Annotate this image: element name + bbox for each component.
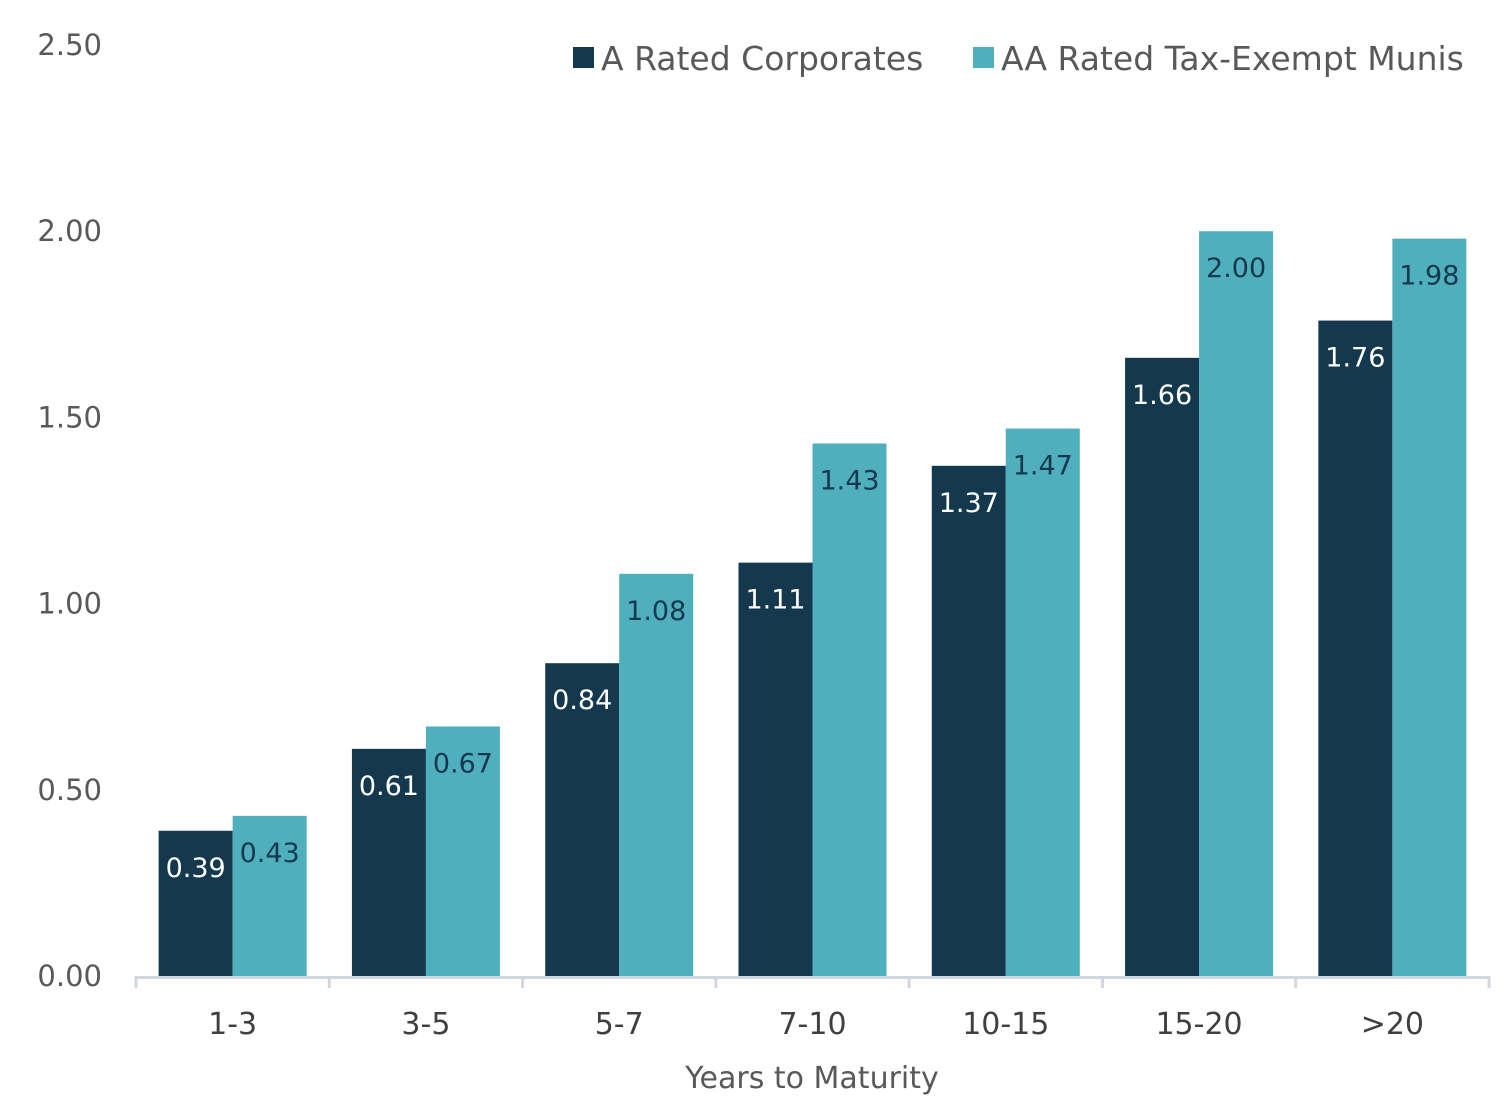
x-axis-title: Years to Maturity bbox=[684, 1061, 939, 1096]
y-tick-label: 2.50 bbox=[37, 28, 102, 62]
data-label: 1.76 bbox=[1325, 343, 1385, 374]
x-tick-label: 10-15 bbox=[962, 1007, 1049, 1042]
y-tick-label: 1.50 bbox=[37, 400, 102, 434]
y-tick-label: 0.00 bbox=[37, 959, 102, 993]
bar-aa-rated-munis bbox=[619, 573, 694, 976]
bar-aa-rated-munis bbox=[812, 443, 887, 976]
data-labels: 0.39 0.43 0.61 0.67 0.84 1.08 1.11 1.43 1.37 1.47… bbox=[166, 253, 1460, 884]
x-tick-label: 15-20 bbox=[1155, 1007, 1242, 1042]
data-label: 0.67 bbox=[433, 748, 493, 779]
bar-aa-rated-munis bbox=[1199, 231, 1274, 976]
data-label: 1.43 bbox=[819, 465, 879, 496]
bar-aa-rated-munis bbox=[425, 726, 500, 976]
legend: A Rated Corporates AA Rated Tax-Exempt M… bbox=[573, 39, 1464, 78]
x-tick-label: 3-5 bbox=[401, 1007, 450, 1042]
legend-label-a-rated-corporates: A Rated Corporates bbox=[601, 39, 923, 78]
data-label: 1.98 bbox=[1399, 261, 1459, 292]
y-tick-label: 2.00 bbox=[37, 214, 102, 248]
data-label: 0.39 bbox=[166, 853, 226, 884]
legend-label-aa-rated-munis: AA Rated Tax-Exempt Munis bbox=[1001, 39, 1464, 78]
legend-swatch-aa-rated-munis bbox=[973, 47, 994, 68]
bar-aa-rated-munis bbox=[232, 815, 307, 976]
bar-a-rated-corporates bbox=[931, 465, 1006, 976]
bar-a-rated-corporates bbox=[1125, 357, 1200, 976]
x-axis: 1-3 3-5 5-7 7-10 10-15 15-20 >20 bbox=[134, 976, 1491, 1042]
bar-aa-rated-munis bbox=[1392, 238, 1467, 976]
y-axis: 0.00 0.50 1.00 1.50 2.00 2.50 bbox=[37, 28, 102, 993]
y-tick-label: 1.00 bbox=[37, 587, 102, 621]
data-label: 1.37 bbox=[939, 488, 999, 519]
data-label: 0.84 bbox=[552, 685, 612, 716]
data-label: 0.61 bbox=[359, 771, 419, 802]
y-tick-label: 0.50 bbox=[37, 773, 102, 807]
data-label: 1.66 bbox=[1132, 380, 1192, 411]
data-label: 1.11 bbox=[745, 585, 805, 616]
x-tick-label: 5-7 bbox=[595, 1007, 644, 1042]
data-label: 1.08 bbox=[626, 596, 686, 627]
x-tick-label: >20 bbox=[1361, 1007, 1424, 1042]
bar-a-rated-corporates bbox=[158, 830, 233, 976]
bar-a-rated-corporates bbox=[545, 663, 620, 976]
bars bbox=[158, 231, 1467, 976]
x-tick-label: 7-10 bbox=[778, 1007, 846, 1042]
bar-aa-rated-munis bbox=[1005, 428, 1080, 976]
legend-swatch-a-rated-corporates bbox=[573, 47, 594, 68]
bar-a-rated-corporates bbox=[738, 562, 813, 976]
bar-a-rated-corporates bbox=[1318, 320, 1393, 976]
data-label: 0.43 bbox=[240, 838, 300, 869]
data-label: 1.47 bbox=[1013, 451, 1073, 482]
data-label: 2.00 bbox=[1206, 253, 1266, 284]
x-tick-label: 1-3 bbox=[208, 1007, 257, 1042]
bar-a-rated-corporates bbox=[351, 748, 426, 976]
